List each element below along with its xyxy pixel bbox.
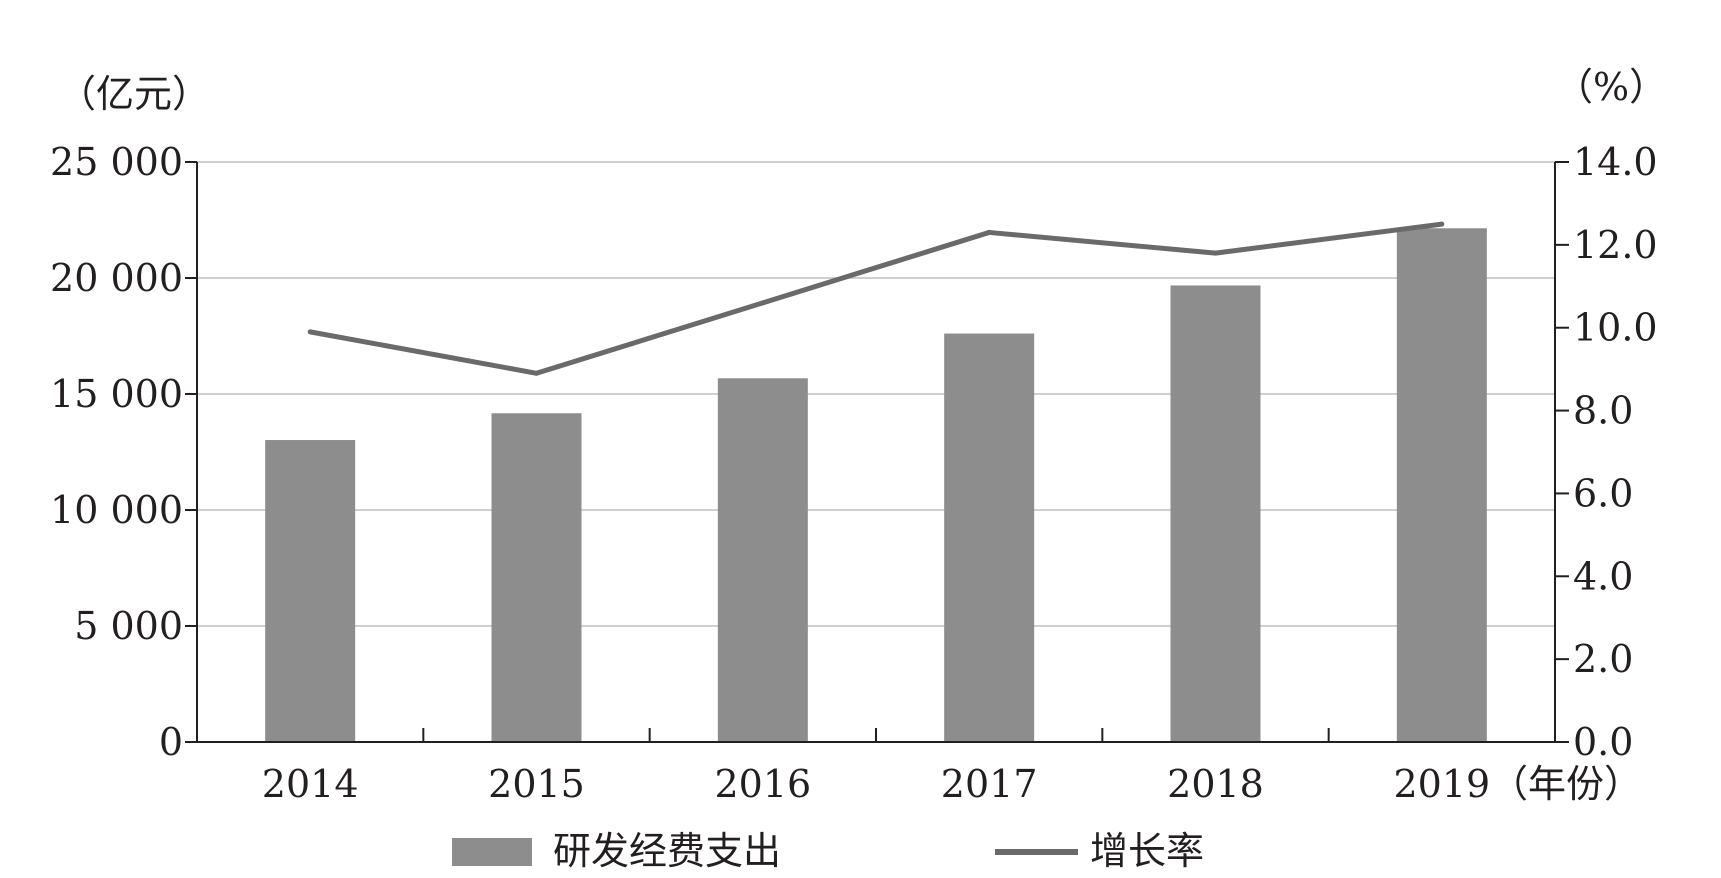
growth-rate-point	[760, 300, 766, 306]
x-tick-label: 2015	[488, 762, 585, 806]
growth-rate-point	[1439, 221, 1445, 227]
growth-rate-point	[986, 229, 992, 235]
growth-rate-point	[1213, 250, 1218, 256]
right-tick-label: 4.0	[1573, 554, 1633, 598]
left-tick-label: 5 000	[74, 604, 183, 648]
x-tick-label: 2018	[1167, 762, 1264, 806]
left-tick-label: 25 000	[50, 140, 183, 184]
x-tick-label: 2016	[714, 762, 811, 806]
right-tick-labels: 0.0 2.0 4.0 6.0 8.0 10.0 12.0 14.0	[1573, 140, 1658, 764]
bar	[1396, 228, 1487, 742]
line-series	[307, 221, 1445, 376]
right-tick-label: 14.0	[1573, 140, 1658, 184]
right-tick-label: 0.0	[1573, 720, 1633, 764]
x-tick-label: 2014	[262, 762, 359, 806]
legend-bar-swatch	[452, 838, 532, 866]
right-tick-label: 6.0	[1573, 471, 1633, 515]
x-tick-labels: 2014 2015 2016 2017 2018 2019	[262, 762, 1490, 806]
legend-line-label: 增长率	[1090, 829, 1204, 873]
growth-rate-point	[307, 329, 313, 335]
right-tick-label: 12.0	[1573, 223, 1658, 267]
legend-bar-label: 研发经费支出	[553, 829, 781, 873]
right-axis-unit-label: （%）	[1555, 65, 1667, 109]
bar	[717, 378, 808, 742]
left-tick-label: 20 000	[50, 256, 183, 300]
right-tick-label: 10.0	[1573, 306, 1658, 350]
right-tick-label: 2.0	[1573, 637, 1633, 681]
right-tick-label: 8.0	[1573, 389, 1633, 433]
x-tick-label: 2017	[941, 762, 1038, 806]
left-tick-label: 0	[159, 720, 183, 764]
growth-rate-point	[534, 370, 539, 376]
bar-series	[265, 228, 1487, 742]
x-tick-label: 2019	[1393, 762, 1490, 806]
legend: 研发经费支出 增长率	[452, 829, 1204, 873]
bar	[491, 413, 582, 742]
bar	[265, 440, 356, 742]
axes	[185, 161, 1569, 743]
growth-rate-line	[309, 221, 1443, 376]
left-tick-labels: 0 5 000 10 000 15 000 20 000 25 000	[50, 140, 183, 764]
grid-lines	[197, 161, 1555, 627]
bar	[1170, 285, 1261, 742]
x-axis-unit-label: （年份）	[1490, 762, 1642, 806]
left-tick-label: 15 000	[50, 372, 183, 416]
left-tick-label: 10 000	[50, 488, 183, 532]
bar	[944, 333, 1035, 742]
left-axis-unit-label: （亿元）	[58, 72, 210, 116]
